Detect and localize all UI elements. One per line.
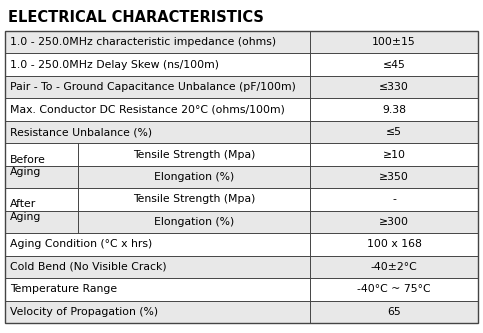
Bar — [5, 188, 478, 211]
Bar — [5, 76, 478, 98]
Text: -40±2°C: -40±2°C — [370, 262, 417, 272]
Text: ≥350: ≥350 — [379, 172, 409, 182]
Text: Aging Condition (°C x hrs): Aging Condition (°C x hrs) — [10, 239, 152, 249]
Text: Velocity of Propagation (%): Velocity of Propagation (%) — [10, 307, 158, 317]
Text: Tensile Strength (Mpa): Tensile Strength (Mpa) — [133, 194, 256, 204]
Bar — [5, 256, 478, 278]
Bar — [5, 31, 478, 54]
Text: After
Aging: After Aging — [10, 199, 42, 222]
Text: ELECTRICAL CHARACTERISTICS: ELECTRICAL CHARACTERISTICS — [8, 10, 264, 25]
Text: 100±15: 100±15 — [372, 37, 416, 47]
Bar — [5, 211, 478, 233]
Text: ≤330: ≤330 — [379, 82, 409, 92]
Text: 100 x 168: 100 x 168 — [367, 239, 422, 249]
Text: Max. Conductor DC Resistance 20°C (ohms/100m): Max. Conductor DC Resistance 20°C (ohms/… — [10, 105, 285, 115]
Bar — [5, 233, 478, 256]
Text: ≤5: ≤5 — [386, 127, 402, 137]
Bar — [5, 301, 478, 323]
Bar — [5, 278, 478, 301]
Text: Elongation (%): Elongation (%) — [154, 172, 234, 182]
Text: Resistance Unbalance (%): Resistance Unbalance (%) — [10, 127, 152, 137]
Bar — [5, 143, 478, 166]
Text: Temperature Range: Temperature Range — [10, 284, 117, 294]
Text: Pair - To - Ground Capacitance Unbalance (pF/100m): Pair - To - Ground Capacitance Unbalance… — [10, 82, 296, 92]
Text: Before
Aging: Before Aging — [10, 155, 46, 177]
Text: -: - — [392, 194, 396, 204]
Text: Elongation (%): Elongation (%) — [154, 217, 234, 227]
Text: ≤45: ≤45 — [383, 60, 406, 70]
Bar — [5, 121, 478, 143]
Text: 1.0 - 250.0MHz Delay Skew (ns/100m): 1.0 - 250.0MHz Delay Skew (ns/100m) — [10, 60, 219, 70]
Text: 9.38: 9.38 — [382, 105, 406, 115]
Text: ≥300: ≥300 — [379, 217, 409, 227]
Text: -40°C ~ 75°C: -40°C ~ 75°C — [357, 284, 431, 294]
Text: Tensile Strength (Mpa): Tensile Strength (Mpa) — [133, 150, 256, 160]
Text: Cold Bend (No Visible Crack): Cold Bend (No Visible Crack) — [10, 262, 167, 272]
Bar — [5, 31, 478, 323]
Bar — [5, 98, 478, 121]
Text: 1.0 - 250.0MHz characteristic impedance (ohms): 1.0 - 250.0MHz characteristic impedance … — [10, 37, 276, 47]
Bar — [5, 166, 478, 188]
Bar — [5, 54, 478, 76]
Text: ≥10: ≥10 — [383, 150, 406, 160]
Text: 65: 65 — [387, 307, 401, 317]
